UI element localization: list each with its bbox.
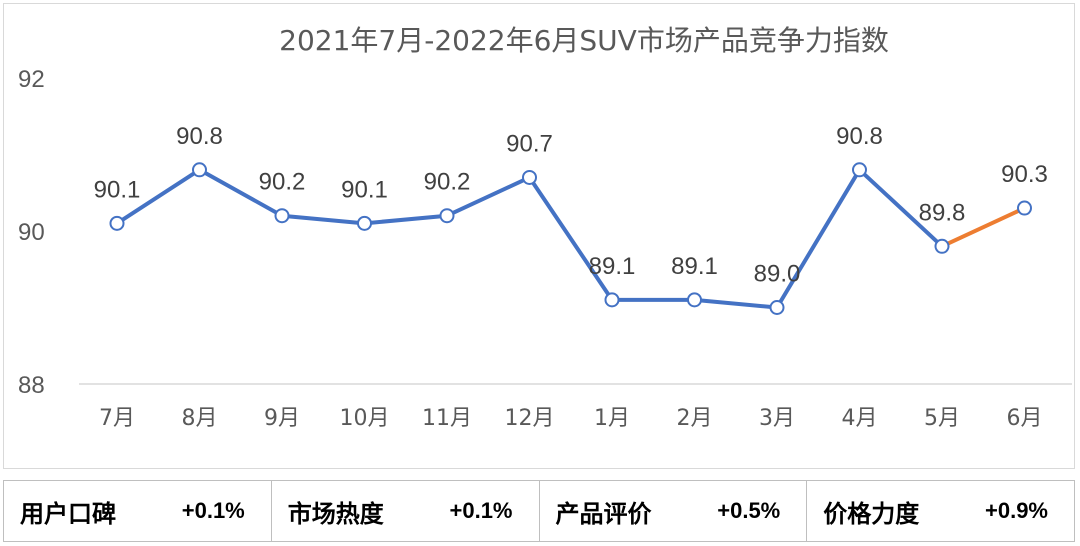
x-tick-label: 10月 — [340, 406, 390, 431]
data-labels: 90.1 90.8 90.2 90.1 90.2 90.7 89.1 89.1 89.0 90.8… — [94, 123, 1048, 288]
series-markers — [109, 162, 1032, 315]
line-segment — [857, 167, 944, 249]
summary-label: 市场热度 — [287, 499, 384, 528]
data-label: 90.7 — [506, 130, 553, 157]
summary-cell-3: 价格力度 +0.9% — [807, 481, 1074, 541]
data-label: 90.1 — [341, 176, 388, 203]
data-label: 90.3 — [1001, 161, 1048, 188]
line-chart: 2021年7月-2022年6月SUV市场产品竞争力指数 88 90 92 7月 8月 9… — [18, 24, 1072, 431]
x-tick-label: 4月 — [842, 406, 878, 431]
x-tick-label: 6月 — [1007, 406, 1043, 431]
x-tick-label: 5月 — [924, 406, 960, 431]
line-segment — [115, 167, 202, 226]
line-segment — [775, 167, 862, 310]
chart-frame: 2021年7月-2022年6月SUV市场产品竞争力指数 88 90 92 7月 8月 9… — [3, 3, 1075, 469]
data-label: 90.1 — [94, 176, 141, 203]
x-axis: 7月 8月 9月 10月 11月 12月 1月 2月 3月 4月 5月 6月 — [99, 406, 1043, 431]
y-tick-label: 90 — [18, 219, 45, 246]
line-segment — [280, 213, 367, 226]
chart-title: 2021年7月-2022年6月SUV市场产品竞争力指数 — [279, 24, 889, 57]
summary-bar: 用户口碑 +0.1% 市场热度 +0.1% 产品评价 +0.5% 价格力度 +0… — [3, 480, 1075, 542]
x-tick-label: 8月 — [182, 406, 218, 431]
data-point — [604, 292, 620, 308]
summary-cell-2: 产品评价 +0.5% — [540, 481, 808, 541]
data-label: 89.0 — [754, 261, 801, 288]
x-tick-label: 9月 — [264, 406, 300, 431]
data-point — [522, 169, 537, 185]
x-tick-label: 1月 — [594, 406, 630, 431]
series-line — [115, 167, 1027, 310]
data-point — [1017, 200, 1032, 216]
summary-value: +0.1% — [449, 498, 513, 523]
summary-cell-1: 市场热度 +0.1% — [272, 481, 540, 541]
summary-cell-0: 用户口碑 +0.1% — [4, 481, 272, 541]
x-tick-label: 11月 — [422, 406, 472, 431]
y-tick-label: 92 — [18, 66, 45, 93]
line-segment — [362, 213, 449, 226]
data-label: 90.8 — [176, 123, 223, 150]
summary-label: 价格力度 — [823, 499, 920, 528]
summary-value: +0.1% — [181, 498, 245, 523]
highlight-segment — [940, 206, 1027, 249]
data-label: 90.8 — [836, 123, 883, 150]
y-axis: 88 90 92 — [18, 66, 45, 399]
x-tick-label: 7月 — [99, 406, 135, 431]
data-point — [109, 215, 125, 231]
data-point — [934, 238, 950, 254]
data-point — [687, 292, 702, 308]
x-tick-label: 12月 — [505, 406, 555, 431]
data-label: 89.8 — [919, 199, 966, 226]
summary-value: +0.5% — [717, 498, 781, 523]
line-segment — [527, 175, 614, 302]
line-segment — [692, 297, 779, 310]
data-point — [852, 162, 867, 178]
summary-value: +0.9% — [985, 498, 1048, 523]
data-point — [439, 208, 455, 224]
data-point — [274, 208, 290, 224]
drop-lines — [116, 176, 1026, 384]
data-point — [357, 215, 372, 231]
data-point — [769, 300, 785, 315]
summary-label: 产品评价 — [555, 499, 652, 528]
summary-label: 用户口碑 — [20, 499, 116, 528]
x-tick-label: 2月 — [677, 406, 713, 431]
data-point — [192, 162, 207, 178]
data-label: 89.1 — [671, 253, 718, 280]
line-segment — [197, 167, 284, 218]
line-segment — [445, 175, 532, 218]
data-label: 90.2 — [424, 169, 471, 196]
data-label: 89.1 — [589, 253, 636, 280]
data-label: 90.2 — [259, 169, 306, 196]
y-tick-label: 88 — [18, 372, 45, 399]
x-tick-label: 3月 — [759, 406, 795, 431]
